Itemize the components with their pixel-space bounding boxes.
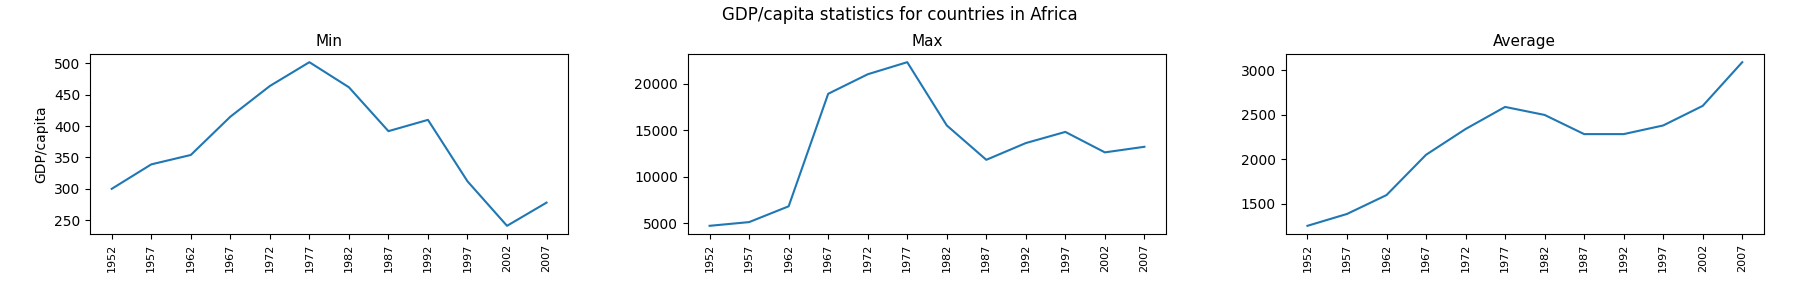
Title: Max: Max <box>911 34 943 49</box>
Title: Average: Average <box>1494 34 1557 49</box>
Y-axis label: GDP/capita: GDP/capita <box>34 105 49 183</box>
Title: Min: Min <box>315 34 342 49</box>
Text: GDP/capita statistics for countries in Africa: GDP/capita statistics for countries in A… <box>722 6 1078 24</box>
